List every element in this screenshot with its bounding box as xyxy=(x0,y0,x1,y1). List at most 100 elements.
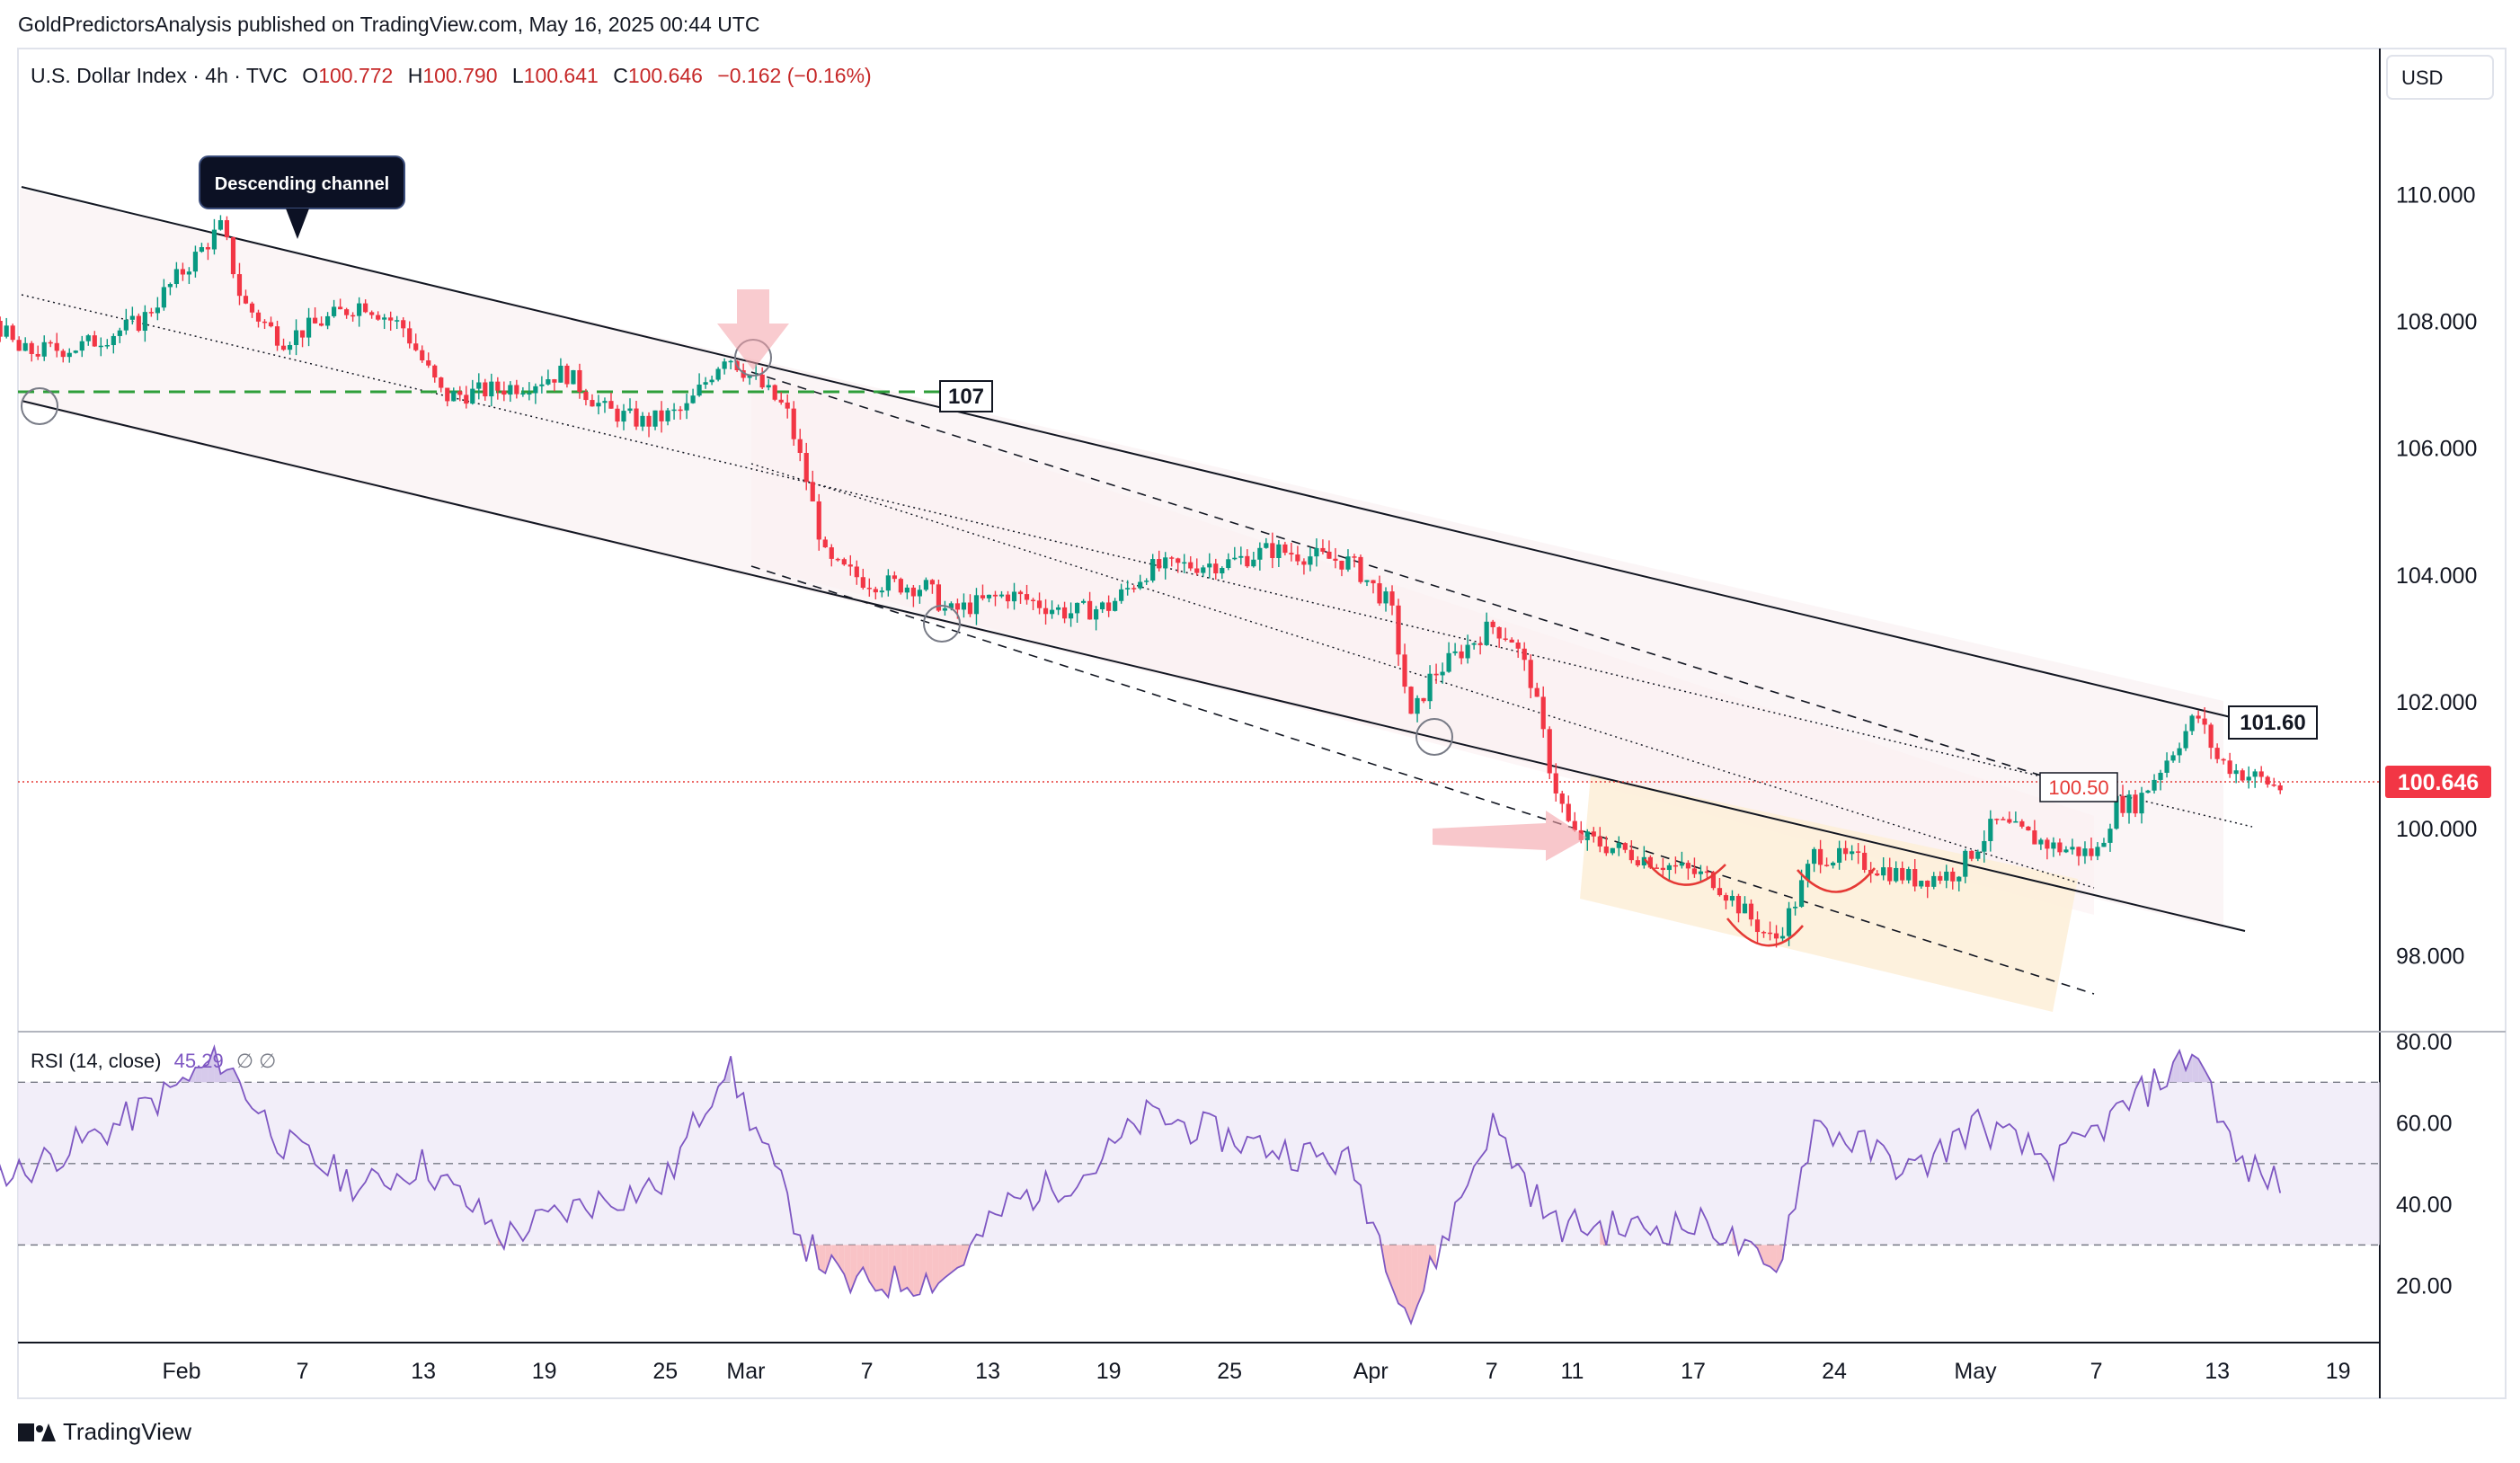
candle-body xyxy=(1666,864,1672,871)
candle-body xyxy=(1944,871,1949,881)
legend-high-label: H xyxy=(408,64,423,87)
candle-body xyxy=(2032,830,2037,845)
candle-body xyxy=(142,312,147,332)
candle-body xyxy=(1061,607,1068,619)
time-tick-17: 7 xyxy=(2090,1359,2103,1384)
rsi-overbought-fill xyxy=(195,1067,202,1083)
candle-body xyxy=(1779,935,1786,939)
candle-body xyxy=(564,365,570,385)
candle-body xyxy=(1245,555,1250,567)
rsi-overbought-fill xyxy=(201,1064,209,1083)
rsi-oversold-fill xyxy=(819,1245,826,1273)
legend-low-label: L xyxy=(512,64,524,87)
candle-body xyxy=(1459,651,1464,659)
candle-body xyxy=(243,296,249,304)
candle-body xyxy=(1754,919,1761,933)
candle-body xyxy=(678,409,683,412)
candle-body xyxy=(1389,591,1395,606)
candle-body xyxy=(306,317,312,338)
rsi-oversold-fill xyxy=(850,1245,857,1293)
rsi-oversold-fill xyxy=(1763,1245,1770,1267)
candle-body xyxy=(1402,654,1407,687)
candle-body xyxy=(1660,867,1665,871)
candle-body xyxy=(1900,867,1905,881)
rsi-tick-0: 80.00 xyxy=(2396,1030,2453,1055)
candle-body xyxy=(652,410,658,427)
candle-body xyxy=(483,382,488,397)
candle-body xyxy=(533,386,538,394)
candle-body xyxy=(230,237,236,275)
level-101-60-box xyxy=(2228,705,2318,740)
candle-body xyxy=(2214,748,2220,759)
candle-body xyxy=(495,381,501,391)
candle-body xyxy=(1138,581,1143,589)
candle-body xyxy=(2013,820,2019,823)
rsi-oversold-fill xyxy=(894,1245,901,1291)
candle-body xyxy=(885,575,891,591)
rsi-overbought-fill xyxy=(2179,1051,2187,1083)
candle-body xyxy=(1207,563,1212,568)
descending-channel-callout: Descending channel xyxy=(199,155,405,239)
candle-body xyxy=(2183,731,2188,749)
rsi-axis-ticks: 80.00 60.00 40.00 20.00 xyxy=(2396,1030,2453,1299)
candle-body xyxy=(1251,559,1256,567)
legend-symbol: U.S. Dollar Index · 4h · TVC xyxy=(31,64,288,87)
currency-box[interactable] xyxy=(2386,55,2494,100)
candle-body xyxy=(1805,864,1811,881)
candle-body xyxy=(1831,863,1836,866)
candle-body xyxy=(1534,687,1540,697)
candle-body xyxy=(2026,826,2031,831)
candle-body xyxy=(929,580,936,585)
candle-body xyxy=(2063,849,2069,853)
candle-body xyxy=(1213,563,1219,574)
candle-body xyxy=(2051,842,2056,849)
candle-body xyxy=(79,341,84,351)
candle-body xyxy=(476,382,482,389)
candle-body xyxy=(41,341,47,357)
candle-body xyxy=(1856,851,1861,853)
candle-body xyxy=(1894,867,1899,882)
candle-body xyxy=(155,307,160,314)
candle-body xyxy=(1837,847,1842,864)
candle-body xyxy=(1610,847,1615,854)
candle-body xyxy=(1074,602,1080,614)
candle-body xyxy=(98,345,103,348)
candle-body xyxy=(1005,594,1011,602)
candle-body xyxy=(413,343,419,350)
candle-body xyxy=(1188,562,1193,569)
candle-body xyxy=(1320,547,1326,552)
candle-body xyxy=(401,320,406,329)
candle-body xyxy=(1113,600,1118,611)
tradingview-logo[interactable]: TradingView xyxy=(18,1418,191,1446)
candle-body xyxy=(1157,559,1162,569)
candle-body xyxy=(268,322,274,327)
candle-body xyxy=(1125,588,1131,590)
candle-body xyxy=(180,269,186,275)
price-tick-2: 106.000 xyxy=(2396,437,2477,462)
candle-body xyxy=(224,220,230,238)
rsi-group xyxy=(0,1043,2380,1326)
candle-body xyxy=(577,369,582,393)
candle-body xyxy=(1106,602,1112,611)
sub-channel-lower xyxy=(750,565,2095,995)
candle-body xyxy=(1704,871,1710,873)
rsi-oversold-fill xyxy=(825,1245,832,1273)
candle-body xyxy=(583,392,589,401)
candle-body xyxy=(1358,556,1363,582)
legend-close-label: C xyxy=(613,64,628,87)
level-100-50-box xyxy=(2039,772,2118,802)
time-tick-15: 24 xyxy=(1822,1359,1847,1384)
candle-body xyxy=(332,306,337,316)
candle-body xyxy=(338,306,343,310)
candle-body xyxy=(1622,843,1628,850)
candle-body xyxy=(255,312,262,322)
candle-body xyxy=(1383,591,1389,604)
last-price-badge xyxy=(2385,766,2491,798)
candle-body xyxy=(426,360,431,366)
candle-body xyxy=(10,325,15,341)
rsi-oversold-fill xyxy=(869,1245,876,1291)
candle-body xyxy=(501,390,507,395)
rounding-arc-3 xyxy=(1797,867,1877,893)
candle-body xyxy=(539,384,545,386)
